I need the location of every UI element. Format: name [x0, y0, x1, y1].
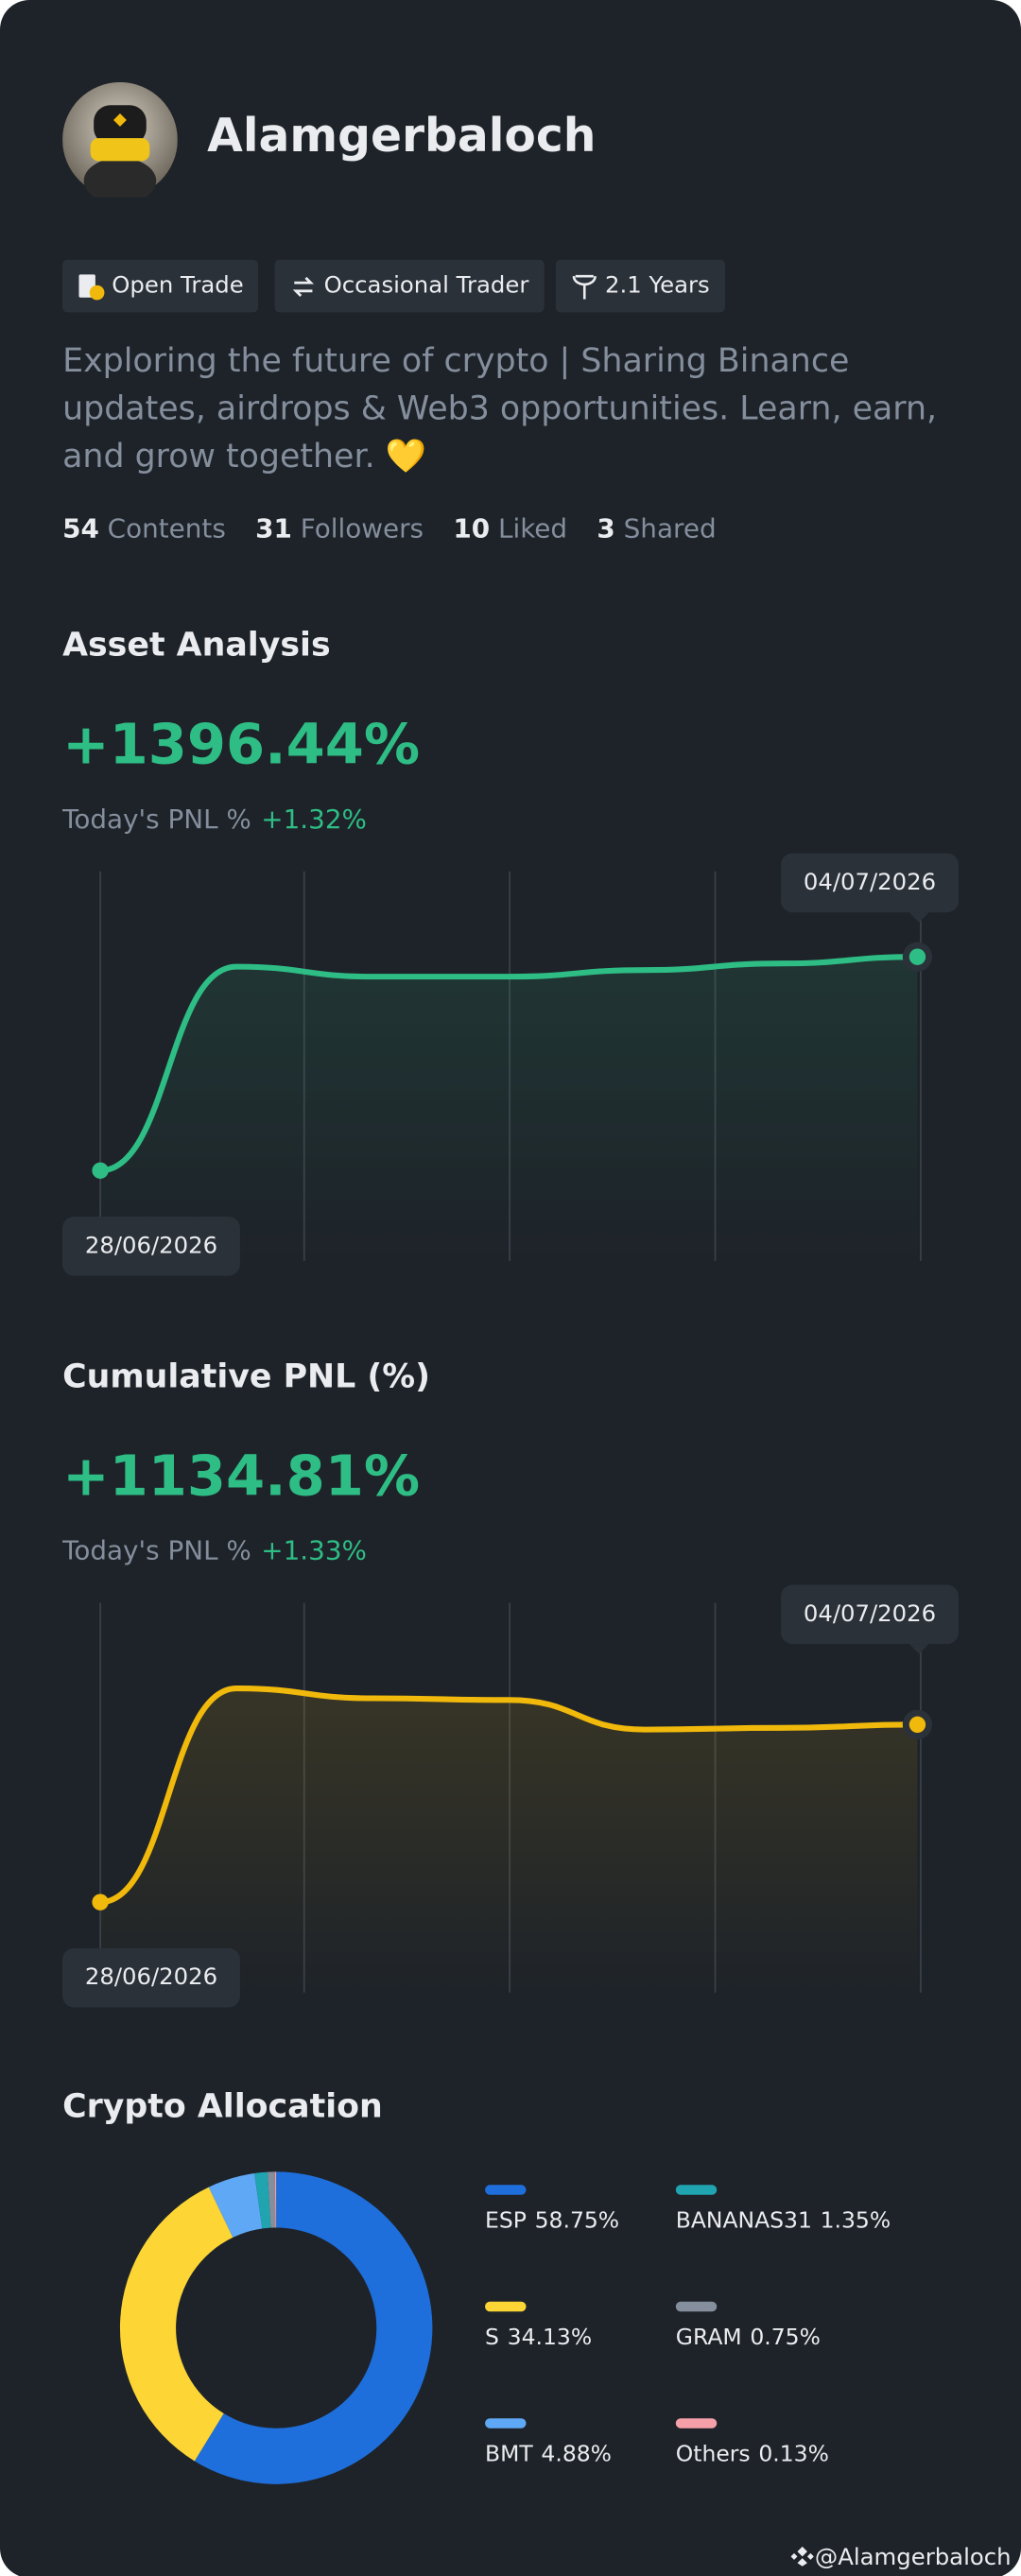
- tag-text: 2.1 Years: [604, 272, 710, 300]
- line: [99, 954, 918, 1174]
- today-label: Today's PNL %: [61, 804, 251, 835]
- legend-value: 0.13%: [758, 2440, 829, 2466]
- total-pnl: +1396.44%: [62, 711, 420, 776]
- today-value: +1.32%: [261, 804, 367, 835]
- slice: [274, 2171, 277, 2228]
- today-pnl: Today's PNL % +1.33%: [61, 1535, 367, 1566]
- bio: Exploring the future of crypto | Sharing…: [62, 339, 938, 475]
- legend-name: GRAM: [676, 2324, 742, 2350]
- stat-count: 3: [597, 512, 615, 545]
- legend-name: Others: [676, 2440, 751, 2466]
- legend-swatch: [485, 2418, 527, 2429]
- footer: @Alamgerbaloch: [788, 2545, 1012, 2571]
- section-title: Crypto Allocation: [62, 2088, 383, 2126]
- stat: 10 Liked: [453, 513, 567, 545]
- stat-label: Shared: [623, 512, 717, 545]
- legend-label: GRAM 0.75%: [676, 2324, 821, 2350]
- legend-name: BANANAS31: [676, 2206, 812, 2233]
- legend-swatch: [485, 2185, 527, 2195]
- legend-value: 4.88%: [541, 2440, 612, 2466]
- date-label: 04/07/2026: [804, 1599, 936, 1627]
- slice: [194, 2171, 433, 2484]
- stats: 54 Contents 31 Followers 10 Liked 3 Shared: [62, 513, 746, 545]
- point: [909, 1716, 926, 1734]
- stat-label: Contents: [107, 512, 226, 545]
- section-title: Cumulative PNL (%): [62, 1357, 430, 1395]
- legend-value: 0.75%: [750, 2324, 821, 2350]
- tag: Occasional Trader: [274, 259, 544, 313]
- date-tooltip: [62, 1216, 240, 1276]
- stat: 54 Contents: [62, 513, 226, 545]
- stat-label: Followers: [300, 512, 424, 545]
- tag: 2.1 Years: [555, 259, 725, 313]
- date-label: 28/06/2026: [85, 1231, 217, 1258]
- legend-swatch: [675, 2185, 718, 2195]
- avatar: [62, 81, 178, 198]
- area: [100, 957, 918, 1261]
- tag-text: Open Trade: [112, 272, 244, 300]
- tag-text: Occasional Trader: [323, 272, 529, 300]
- area: [100, 1688, 918, 1993]
- legend-label: Others 0.13%: [676, 2440, 829, 2466]
- legend-value: 34.13%: [508, 2324, 593, 2350]
- date-tooltip: [62, 1947, 240, 2008]
- slice: [208, 2173, 263, 2238]
- today-pnl: Today's PNL % +1.32%: [61, 804, 367, 835]
- stat-count: 54: [62, 512, 99, 545]
- stat-label: Liked: [497, 512, 568, 545]
- legend-label: BANANAS31 1.35%: [676, 2206, 891, 2233]
- legend-swatch: [675, 2418, 718, 2429]
- legend-value: 58.75%: [535, 2206, 620, 2233]
- today-value: +1.33%: [261, 1535, 367, 1566]
- slice: [119, 2187, 234, 2462]
- slice: [268, 2171, 276, 2228]
- point: [909, 948, 926, 965]
- tooltip-pointer: [909, 912, 929, 923]
- point: [92, 1893, 109, 1910]
- legend-name: ESP: [485, 2206, 527, 2233]
- legend-swatch: [485, 2301, 527, 2312]
- slice: [254, 2171, 271, 2229]
- section-title: Asset Analysis: [62, 626, 331, 664]
- legend-value: 1.35%: [821, 2206, 891, 2233]
- line: [99, 1686, 918, 1906]
- date-label: 28/06/2026: [85, 1962, 217, 1990]
- date-tooltip: [781, 853, 959, 913]
- legend-label: S 34.13%: [485, 2324, 592, 2350]
- stat-count: 31: [255, 512, 292, 545]
- total-pnl: +1134.81%: [62, 1443, 420, 1508]
- legend-name: S: [485, 2324, 499, 2350]
- legend-label: ESP 58.75%: [485, 2206, 619, 2233]
- stat: 3 Shared: [597, 513, 716, 545]
- username: Alamgerbaloch: [207, 108, 597, 164]
- stat: 31 Followers: [255, 513, 424, 545]
- tooltip-pointer: [909, 1644, 929, 1654]
- legend-name: BMT: [485, 2440, 533, 2466]
- date-tooltip: [781, 1584, 959, 1645]
- today-label: Today's PNL %: [61, 1535, 251, 1566]
- date-label: 04/07/2026: [804, 868, 936, 895]
- tag: Open Trade: [62, 259, 259, 313]
- legend-swatch: [675, 2301, 718, 2312]
- footer-text: @Alamgerbaloch: [814, 2545, 1012, 2571]
- legend-label: BMT 4.88%: [485, 2440, 612, 2466]
- stat-count: 10: [453, 512, 491, 545]
- point: [92, 1162, 109, 1179]
